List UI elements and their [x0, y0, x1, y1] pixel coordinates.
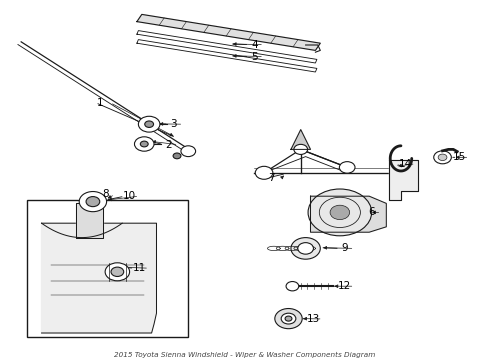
- Circle shape: [255, 166, 272, 179]
- Text: 14: 14: [398, 159, 412, 169]
- Text: 13: 13: [305, 314, 319, 324]
- Circle shape: [437, 154, 446, 161]
- Circle shape: [138, 116, 160, 132]
- Circle shape: [111, 267, 123, 276]
- Text: 8: 8: [102, 189, 108, 199]
- Circle shape: [274, 309, 302, 329]
- Text: 2: 2: [165, 140, 172, 150]
- Text: 15: 15: [452, 152, 466, 162]
- Circle shape: [181, 146, 195, 157]
- Circle shape: [339, 162, 354, 173]
- Circle shape: [105, 263, 129, 281]
- Circle shape: [290, 238, 320, 259]
- Text: 12: 12: [337, 281, 351, 291]
- Circle shape: [297, 243, 313, 254]
- Circle shape: [140, 141, 148, 147]
- Text: 2015 Toyota Sienna Windshield - Wiper & Washer Components Diagram: 2015 Toyota Sienna Windshield - Wiper & …: [114, 352, 374, 358]
- Polygon shape: [41, 223, 156, 333]
- Text: 7: 7: [267, 173, 274, 183]
- Polygon shape: [388, 160, 417, 200]
- Polygon shape: [290, 130, 310, 149]
- Circle shape: [433, 151, 450, 164]
- Text: 4: 4: [250, 40, 257, 50]
- Circle shape: [144, 121, 153, 127]
- Circle shape: [134, 137, 154, 151]
- Polygon shape: [76, 203, 102, 238]
- Circle shape: [307, 189, 371, 236]
- Circle shape: [293, 144, 307, 154]
- Circle shape: [285, 316, 291, 321]
- Circle shape: [173, 153, 181, 159]
- Circle shape: [281, 313, 295, 324]
- Text: 5: 5: [250, 51, 257, 62]
- Circle shape: [86, 197, 100, 207]
- Bar: [27, 200, 188, 337]
- Text: 11: 11: [132, 263, 146, 273]
- Text: 9: 9: [341, 243, 347, 253]
- Circle shape: [329, 205, 349, 220]
- Text: 1: 1: [97, 98, 103, 108]
- Circle shape: [285, 282, 298, 291]
- Polygon shape: [310, 196, 386, 232]
- Text: 3: 3: [170, 119, 177, 129]
- Polygon shape: [137, 14, 320, 50]
- Text: 10: 10: [123, 191, 136, 201]
- Text: 6: 6: [367, 207, 374, 217]
- Circle shape: [79, 192, 106, 212]
